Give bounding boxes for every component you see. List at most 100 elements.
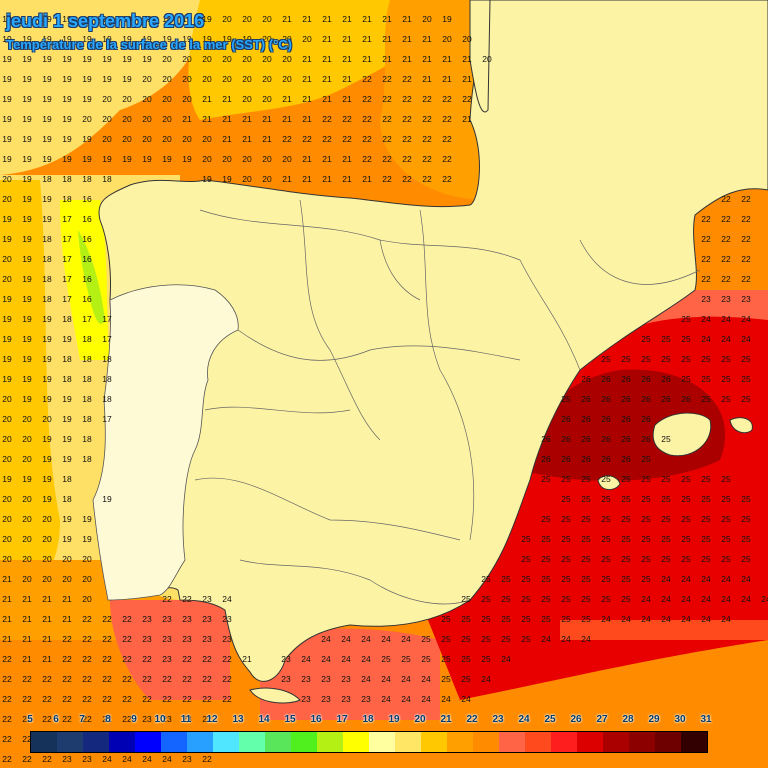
sst-label: 19 xyxy=(122,34,132,44)
sst-label: 22 xyxy=(82,694,92,704)
sst-label: 19 xyxy=(22,94,32,104)
sst-label: 19 xyxy=(42,334,52,344)
sst-label: 18 xyxy=(102,394,112,404)
sst-label: 20 xyxy=(2,494,12,504)
sst-label: 18 xyxy=(42,234,52,244)
sst-label: 20 xyxy=(222,54,232,64)
sst-label: 24 xyxy=(741,594,751,604)
colorbar-swatch xyxy=(369,732,395,752)
region-border-2 xyxy=(419,209,475,541)
sst-label: 26 xyxy=(541,434,551,444)
sst-label: 26 xyxy=(581,454,591,464)
sst-label: 22 xyxy=(102,714,112,724)
sst-label: 19 xyxy=(82,74,92,84)
sst-label: 17 xyxy=(62,274,72,284)
sst-label: 22 xyxy=(442,114,452,124)
sst-label: 20 xyxy=(42,534,52,544)
sst-label: 20 xyxy=(282,154,292,164)
sst-label: 22 xyxy=(122,714,132,724)
sst-label: 19 xyxy=(102,154,112,164)
sst-label: 19 xyxy=(162,34,172,44)
sst-label: 22 xyxy=(362,154,372,164)
sst-label: 24 xyxy=(701,334,711,344)
sst-label: 25 xyxy=(721,394,731,404)
sst-label: 20 xyxy=(242,154,252,164)
sst-label: 19 xyxy=(2,334,12,344)
sst-label: 19 xyxy=(62,534,72,544)
sst-label: 19 xyxy=(2,294,12,304)
sst-label: 19 xyxy=(22,74,32,84)
morocco-coast xyxy=(249,687,301,704)
sst-label: 20 xyxy=(482,54,492,64)
sst-label: 22 xyxy=(62,674,72,684)
sst-label: 26 xyxy=(561,434,571,444)
sst-label: 22 xyxy=(22,674,32,684)
sst-label: 20 xyxy=(142,94,152,104)
sst-label: 19 xyxy=(182,154,192,164)
sst-label: 19 xyxy=(42,134,52,144)
sst-label: 21 xyxy=(442,74,452,84)
sst-label: 26 xyxy=(601,394,611,404)
sst-label: 19 xyxy=(142,154,152,164)
sst-label: 21 xyxy=(382,14,392,24)
sst-label: 22 xyxy=(442,154,452,164)
colorbar-label: 15 xyxy=(284,714,296,725)
sst-label: 21 xyxy=(2,634,12,644)
sst-label: 20 xyxy=(202,74,212,84)
sst-label: 25 xyxy=(721,474,731,484)
sst-label: 19 xyxy=(242,34,252,44)
sst-label: 21 xyxy=(2,574,12,584)
sst-label: 25 xyxy=(621,474,631,484)
sst-label: 19 xyxy=(102,34,112,44)
sst-label: 19 xyxy=(2,154,12,164)
sst-label: 22 xyxy=(741,274,751,284)
sst-label: 25 xyxy=(701,554,711,564)
sst-label: 22 xyxy=(202,674,212,684)
sst-label: 25 xyxy=(741,494,751,504)
sst-label: 22 xyxy=(402,94,412,104)
sst-label: 25 xyxy=(681,554,691,564)
sst-label: 21 xyxy=(402,14,412,24)
colorbar-swatch xyxy=(499,732,525,752)
colorbar-label: 12 xyxy=(206,714,218,725)
sst-label: 20 xyxy=(2,454,12,464)
colorbar-label: 5 xyxy=(27,714,33,725)
colorbar-label: 29 xyxy=(648,714,660,725)
sst-label: 25 xyxy=(741,514,751,524)
colorbar-label: 25 xyxy=(544,714,556,725)
sst-label: 20 xyxy=(2,434,12,444)
sst-label: 24 xyxy=(361,634,371,644)
sst-label: 25 xyxy=(441,654,451,664)
sst-label: 26 xyxy=(581,434,591,444)
colorbar-swatch xyxy=(213,732,239,752)
sst-label: 21 xyxy=(42,594,52,604)
sst-label: 22 xyxy=(202,694,212,704)
sst-value-labels: 19 19 19 19 19 19 19 19 19 19 19 20 20 20 21 21 21 21 21 21… xyxy=(2,14,768,764)
sst-label: 20 xyxy=(262,14,272,24)
sst-label: 21 xyxy=(302,154,312,164)
region-border-6 xyxy=(239,559,471,605)
sea-north-21 xyxy=(380,0,490,200)
sst-label: 24 xyxy=(301,654,311,664)
sst-label: 25 xyxy=(481,634,491,644)
sea-atlantic-20b xyxy=(0,330,34,440)
colorbar-label: 13 xyxy=(232,714,244,725)
sst-label: 21 xyxy=(342,94,352,104)
sst-label: 19 xyxy=(2,354,12,364)
sst-label: 25 xyxy=(641,334,651,344)
sst-label: 25 xyxy=(601,554,611,564)
sst-label: 23 xyxy=(222,614,232,624)
sea-gulf-lion-22 xyxy=(690,200,768,300)
colorbar-swatch xyxy=(395,732,421,752)
sst-label: 25 xyxy=(481,594,491,604)
sst-label: 24 xyxy=(381,694,391,704)
sst-label: 20 xyxy=(102,94,112,104)
sst-label: 19 xyxy=(202,34,212,44)
sst-label: 24 xyxy=(122,754,132,764)
sst-label: 21 xyxy=(422,34,432,44)
sst-label: 21 xyxy=(382,34,392,44)
sst-label: 22 xyxy=(42,694,52,704)
colorbar-swatch xyxy=(551,732,577,752)
sst-label: 17 xyxy=(82,314,92,324)
map-subtitle: Température de la surface de la mer (SST… xyxy=(6,37,292,52)
